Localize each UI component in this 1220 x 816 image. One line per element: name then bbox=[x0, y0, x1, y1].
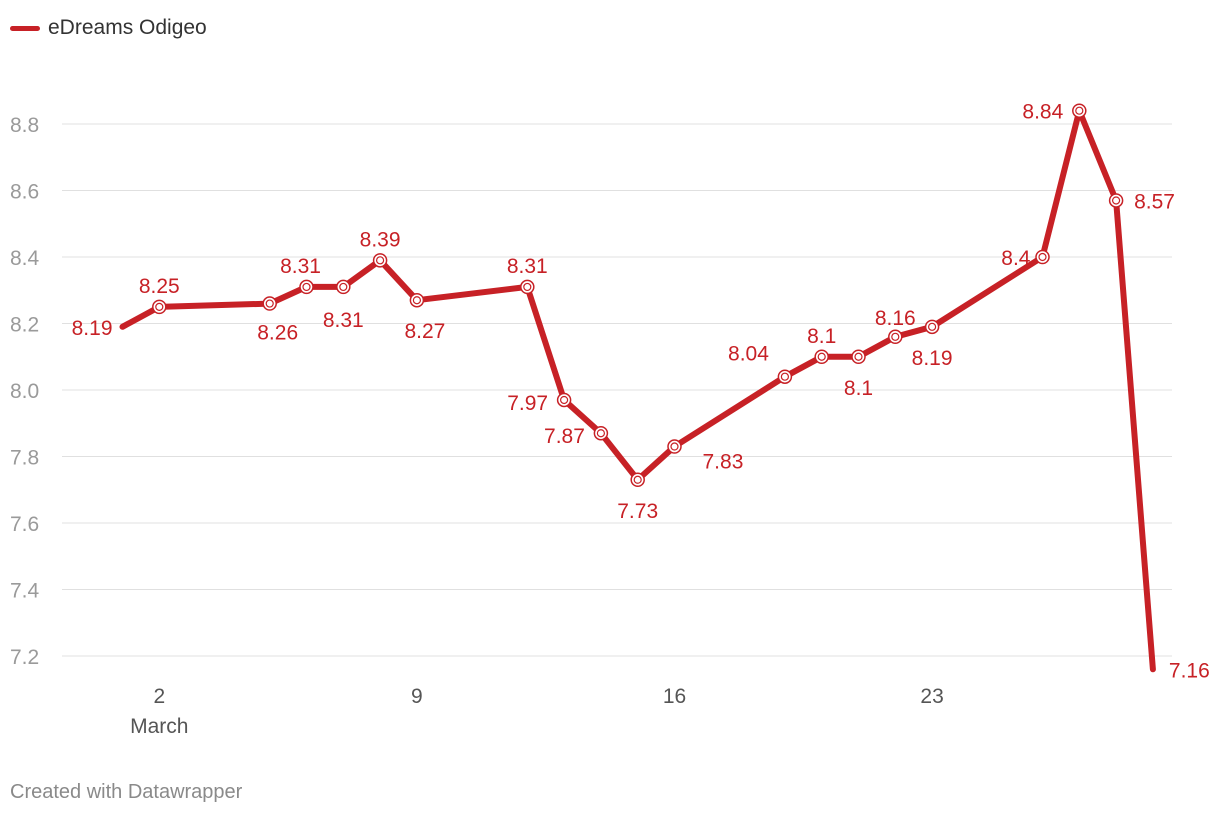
data-point bbox=[1108, 193, 1124, 208]
data-label: 8.39 bbox=[360, 228, 401, 251]
x-tick-label: 23 bbox=[920, 685, 943, 708]
data-label: 8.57 bbox=[1134, 190, 1175, 213]
data-point bbox=[777, 369, 793, 384]
x-tick-label: 16 bbox=[663, 685, 686, 708]
data-point-inner bbox=[633, 475, 642, 484]
data-point bbox=[520, 279, 535, 295]
data-label: 8.04 bbox=[728, 343, 769, 366]
data-point bbox=[262, 296, 277, 311]
data-label: 8.26 bbox=[257, 322, 298, 345]
y-tick-label: 8.8 bbox=[10, 114, 39, 137]
y-tick-label: 7.6 bbox=[10, 513, 39, 536]
data-point-inner bbox=[412, 296, 421, 305]
data-point bbox=[630, 472, 645, 488]
data-point-inner bbox=[1075, 106, 1084, 115]
data-label: 8.1 bbox=[844, 377, 873, 400]
series bbox=[119, 103, 1156, 673]
data-label: 8.4 bbox=[1001, 247, 1031, 270]
data-point-inner bbox=[339, 282, 348, 292]
data-point-inner bbox=[155, 302, 164, 311]
y-tick-label: 7.2 bbox=[10, 646, 39, 669]
data-label: 8.31 bbox=[280, 255, 321, 278]
x-tick-label: 2 bbox=[153, 685, 165, 708]
footer-credit: Created with Datawrapper bbox=[10, 781, 243, 803]
gridlines bbox=[62, 123, 1172, 657]
x-axis-ticks: 2 March 9 16 23 bbox=[130, 685, 944, 738]
data-label: 7.83 bbox=[703, 451, 744, 474]
data-label: 7.97 bbox=[507, 392, 548, 415]
data-label: 8.31 bbox=[507, 255, 548, 278]
data-label: 8.16 bbox=[875, 307, 916, 330]
data-point bbox=[409, 292, 425, 308]
x-tick-label: 9 bbox=[411, 685, 423, 708]
data-label: 8.1 bbox=[807, 325, 836, 348]
data-label: 8.19 bbox=[72, 317, 113, 340]
data-point-inner bbox=[523, 282, 532, 292]
data-label: 7.87 bbox=[544, 425, 585, 448]
data-point bbox=[593, 425, 609, 441]
data-point bbox=[1035, 249, 1050, 265]
data-point bbox=[667, 439, 682, 454]
legend-swatch bbox=[10, 25, 40, 31]
data-point-inner bbox=[1038, 252, 1047, 262]
y-tick-label: 7.8 bbox=[10, 447, 39, 470]
data-point bbox=[152, 299, 167, 315]
data-point bbox=[556, 392, 572, 408]
legend: eDreams Odigeo bbox=[10, 16, 207, 40]
data-point bbox=[814, 349, 829, 364]
data-point bbox=[336, 279, 351, 295]
data-label: 8.84 bbox=[1022, 101, 1063, 124]
x-tick-sublabel: March bbox=[130, 715, 188, 738]
y-tick-label: 8.6 bbox=[10, 181, 39, 204]
data-point-inner bbox=[927, 322, 937, 331]
data-label: 8.25 bbox=[139, 275, 180, 298]
data-point-inner bbox=[559, 395, 569, 405]
data-label: 7.16 bbox=[1169, 659, 1210, 682]
data-point bbox=[299, 279, 314, 295]
data-label: 8.31 bbox=[323, 309, 364, 332]
data-point-inner bbox=[854, 352, 863, 361]
y-tick-label: 8.2 bbox=[10, 314, 39, 337]
data-point-inner bbox=[1111, 196, 1121, 205]
data-point bbox=[1072, 103, 1087, 118]
y-axis-ticks: 8.8 8.6 8.4 8.2 8.0 7.8 7.6 7.4 7.2 bbox=[10, 114, 40, 669]
data-point-inner bbox=[817, 352, 826, 361]
data-label: 8.27 bbox=[404, 320, 445, 343]
data-point bbox=[851, 349, 866, 364]
data-point-inner bbox=[265, 299, 274, 308]
data-point-inner bbox=[670, 442, 679, 451]
legend-label: eDreams Odigeo bbox=[48, 16, 207, 39]
data-point bbox=[372, 253, 388, 268]
y-tick-label: 7.4 bbox=[10, 580, 40, 603]
data-label: 7.73 bbox=[617, 500, 658, 523]
data-point-inner bbox=[376, 256, 385, 265]
y-tick-label: 8.4 bbox=[10, 247, 40, 270]
data-point-inner bbox=[302, 282, 311, 292]
data-point-inner bbox=[891, 332, 900, 341]
data-point-inner bbox=[780, 372, 790, 381]
data-point-inner bbox=[596, 429, 606, 438]
data-point bbox=[888, 329, 903, 345]
data-point bbox=[924, 319, 940, 335]
data-label: 8.19 bbox=[912, 347, 953, 370]
data-labels: 8.19 8.25 8.26 8.31 8.31 8.39 8.27 8.31 7.97 7.87… bbox=[72, 101, 1210, 683]
y-tick-label: 8.0 bbox=[10, 380, 39, 403]
